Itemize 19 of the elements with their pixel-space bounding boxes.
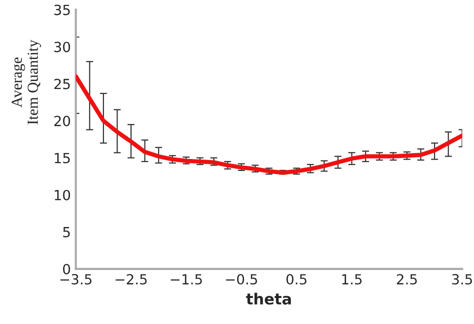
x-tick-label: 2.5 xyxy=(396,274,417,285)
y-tick-label: 35 xyxy=(54,4,70,16)
x-tick-label: −2.5 xyxy=(116,274,147,285)
x-tick-label: 3.5 xyxy=(452,274,472,285)
x-tick-label: −0.5 xyxy=(226,274,258,285)
y-tick-label: 30 xyxy=(54,42,70,52)
y-tick-label: 10 xyxy=(54,190,70,200)
x-tick-label: 0.5 xyxy=(286,274,306,285)
x-axis-title: theta xyxy=(246,292,291,305)
x-tick-label: −3.5 xyxy=(60,274,92,285)
x-tick-label: −1.5 xyxy=(170,274,202,285)
x-tick-label: 1.5 xyxy=(342,274,362,285)
y-tick-label: 25 xyxy=(54,78,70,90)
y-tick-label: 0 xyxy=(63,264,70,274)
y-tick-label: 20 xyxy=(54,116,70,126)
y-tick-label: 5 xyxy=(63,227,70,238)
line-series xyxy=(76,74,462,175)
y-axis-title: Average Item Quantity xyxy=(12,40,42,124)
y-tick-label: 15 xyxy=(54,152,70,164)
